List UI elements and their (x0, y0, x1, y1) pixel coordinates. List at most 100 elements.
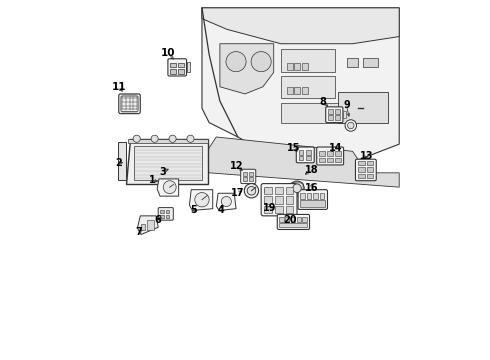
Text: 12: 12 (230, 161, 244, 171)
Bar (166, 210, 170, 213)
Bar (128, 139, 208, 143)
Bar (285, 217, 290, 222)
Bar (249, 177, 253, 181)
Bar (367, 167, 373, 172)
Bar (243, 172, 247, 176)
Bar (302, 63, 308, 70)
Bar (170, 63, 176, 67)
Bar (286, 197, 294, 204)
Bar (291, 217, 295, 222)
Bar (287, 63, 293, 70)
Circle shape (251, 51, 271, 72)
FancyBboxPatch shape (277, 215, 310, 229)
Bar (294, 63, 300, 70)
Circle shape (245, 184, 259, 198)
Bar (286, 187, 294, 194)
Text: 15: 15 (287, 143, 300, 153)
Polygon shape (118, 142, 126, 180)
Polygon shape (202, 8, 399, 44)
Bar (264, 197, 272, 204)
Bar (327, 158, 333, 162)
Bar (249, 172, 253, 176)
FancyBboxPatch shape (158, 208, 173, 220)
Text: 14: 14 (329, 143, 343, 153)
Bar (279, 223, 307, 227)
Bar (187, 62, 190, 72)
Bar (178, 63, 184, 67)
Text: 1: 1 (149, 175, 156, 185)
Circle shape (290, 181, 304, 195)
Bar (328, 109, 333, 114)
Polygon shape (157, 179, 179, 196)
Bar (287, 87, 293, 94)
Bar (343, 111, 346, 118)
Bar (134, 146, 202, 180)
Bar (358, 161, 365, 165)
FancyBboxPatch shape (119, 94, 140, 114)
FancyBboxPatch shape (317, 147, 343, 165)
Text: 11: 11 (112, 82, 126, 93)
Bar (264, 206, 272, 213)
Bar (281, 49, 335, 72)
Circle shape (345, 120, 357, 131)
Bar (306, 150, 311, 154)
Bar (243, 177, 247, 181)
FancyBboxPatch shape (241, 169, 256, 184)
Text: 8: 8 (320, 97, 327, 107)
Bar (299, 156, 303, 160)
Text: 18: 18 (304, 165, 318, 175)
Bar (358, 167, 365, 172)
Bar (275, 187, 283, 194)
Polygon shape (220, 44, 274, 94)
Bar (338, 92, 389, 123)
Bar (141, 224, 146, 230)
Text: 13: 13 (360, 150, 373, 161)
Circle shape (221, 197, 231, 207)
Bar (166, 215, 170, 218)
Polygon shape (137, 216, 158, 234)
Bar (358, 174, 365, 178)
Bar (302, 217, 307, 222)
FancyBboxPatch shape (355, 159, 376, 181)
Bar (160, 215, 164, 218)
Bar (286, 206, 294, 213)
Circle shape (169, 135, 176, 142)
Bar (170, 69, 176, 74)
Text: 5: 5 (191, 206, 197, 216)
Text: 19: 19 (263, 203, 276, 213)
Bar (300, 200, 325, 207)
FancyBboxPatch shape (298, 190, 327, 210)
Circle shape (163, 181, 176, 194)
Polygon shape (190, 190, 213, 211)
Circle shape (195, 193, 209, 207)
Bar (281, 76, 335, 98)
Polygon shape (202, 8, 399, 162)
Polygon shape (216, 193, 236, 211)
Text: 10: 10 (161, 48, 175, 58)
Bar (160, 210, 164, 213)
Bar (178, 69, 184, 74)
Bar (335, 158, 341, 162)
Text: 4: 4 (217, 206, 224, 216)
Bar (313, 193, 318, 199)
Bar (364, 58, 378, 67)
Text: 6: 6 (155, 215, 162, 225)
Polygon shape (202, 137, 399, 187)
Bar (302, 87, 308, 94)
Bar (279, 217, 284, 222)
Circle shape (226, 51, 246, 72)
Circle shape (247, 186, 256, 195)
Text: 3: 3 (159, 167, 166, 177)
Bar (367, 161, 373, 165)
FancyBboxPatch shape (168, 59, 187, 76)
Bar (147, 220, 154, 230)
Bar (335, 109, 341, 114)
Bar (307, 193, 311, 199)
Text: 9: 9 (343, 100, 350, 111)
Circle shape (151, 135, 158, 142)
Circle shape (187, 135, 194, 142)
Bar (347, 58, 358, 67)
Bar (306, 156, 311, 160)
Bar (294, 87, 300, 94)
Circle shape (265, 188, 270, 194)
